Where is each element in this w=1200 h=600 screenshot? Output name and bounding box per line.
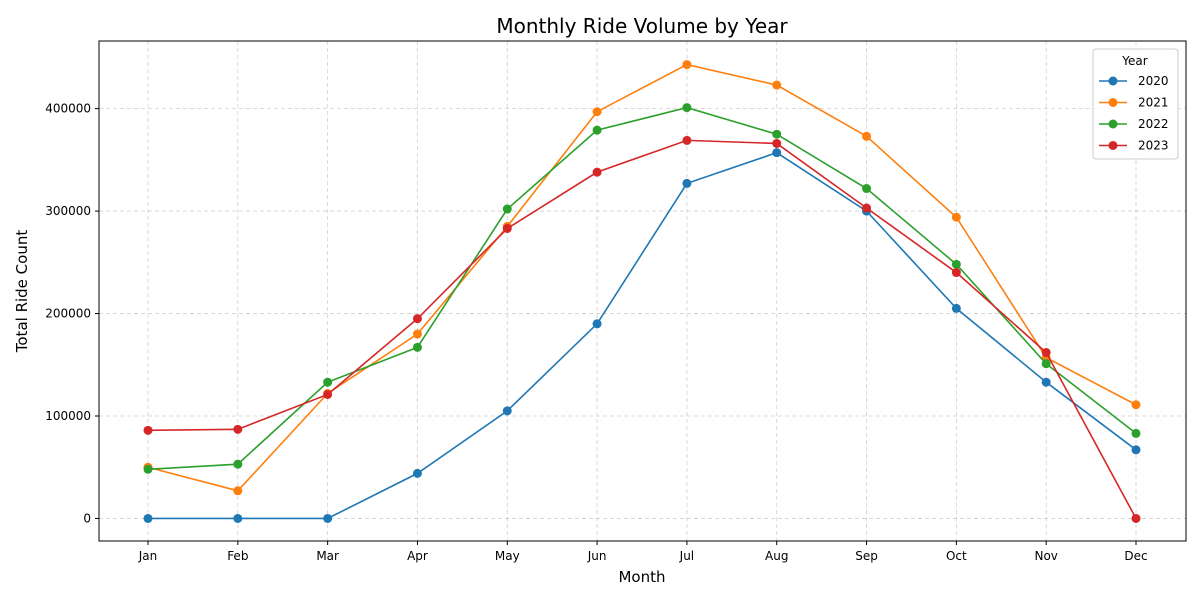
data-point-2020-Jun — [592, 319, 602, 329]
data-point-2022-Mar — [323, 377, 333, 387]
data-point-2022-Feb — [233, 459, 243, 469]
series-line-2023 — [147, 139, 1137, 519]
legend-marker — [1108, 98, 1118, 107]
data-point-2023-Jul — [682, 135, 692, 145]
series-line-2022 — [147, 106, 1137, 471]
legend-label: 2020 — [1138, 74, 1169, 88]
legend-item-2020: 2020 — [1099, 74, 1169, 88]
data-point-2022-Jan — [143, 464, 153, 474]
data-point-2022-Sep — [862, 184, 872, 194]
y-tick-label: 400000 — [45, 102, 91, 116]
x-tick-label: Dec — [1124, 549, 1147, 563]
chart-title: Monthly Ride Volume by Year — [496, 14, 788, 38]
x-tick-label: Jun — [587, 549, 607, 563]
x-tick-label: Sep — [855, 549, 878, 563]
x-tick-label: Oct — [946, 549, 967, 563]
x-axis-title: Month — [618, 568, 665, 586]
legend-label: 2023 — [1138, 139, 1169, 153]
data-point-2023-Feb — [233, 424, 243, 434]
data-point-2023-Apr — [412, 314, 422, 324]
legend-items: 2020 2021 2022 2023 — [1099, 74, 1169, 153]
data-point-2021-Oct — [951, 212, 961, 222]
series-line-2020 — [148, 151, 1137, 520]
data-point-2022-Jul — [682, 103, 692, 113]
x-tick-label: May — [495, 549, 520, 563]
y-tick-label: 200000 — [45, 307, 91, 321]
data-point-2020-Nov — [1041, 377, 1051, 387]
data-point-2021-Jun — [592, 107, 602, 117]
series-2022 — [143, 103, 1141, 474]
legend-label: 2022 — [1138, 117, 1169, 131]
data-point-2023-Dec — [1131, 513, 1141, 523]
data-point-2023-Jun — [592, 167, 602, 177]
y-tick-label: 0 — [83, 511, 91, 525]
x-tick-label: Apr — [407, 549, 428, 563]
data-point-2020-Aug — [772, 148, 782, 158]
x-tick-label: Feb — [227, 549, 248, 563]
y-tick-label: 100000 — [45, 409, 91, 423]
legend-item-2022: 2022 — [1099, 117, 1169, 131]
data-point-2023-Mar — [323, 389, 333, 399]
axis-ticks: Jan Feb Mar Apr May Jun Jul Aug Sep Oct Nov Dec 0 100… — [45, 102, 1147, 563]
data-point-2022-May — [502, 204, 512, 214]
data-point-2020-Jul — [682, 178, 692, 188]
data-point-2023-Sep — [862, 203, 872, 213]
x-tick-label: Jan — [138, 549, 158, 563]
data-point-2022-Aug — [772, 129, 782, 139]
data-point-2022-Nov — [1041, 359, 1051, 369]
data-point-2021-Sep — [862, 131, 872, 141]
series-layer — [143, 60, 1141, 523]
data-point-2020-Dec — [1131, 445, 1141, 455]
data-point-2022-Dec — [1131, 428, 1141, 438]
series-line-2021 — [147, 63, 1137, 492]
legend-box — [1092, 48, 1179, 160]
data-point-2022-Oct — [951, 259, 961, 269]
legend-label: 2021 — [1138, 96, 1169, 110]
x-tick-label: Mar — [316, 549, 339, 563]
legend-marker — [1108, 119, 1118, 129]
data-point-2022-Apr — [412, 342, 422, 352]
data-point-2022-Jun — [592, 125, 602, 135]
series-2020 — [143, 148, 1141, 523]
data-point-2021-Feb — [233, 486, 243, 496]
data-point-2023-Jan — [143, 425, 153, 435]
data-point-2020-Apr — [412, 468, 422, 478]
legend-title: Year — [1121, 54, 1147, 68]
series-2023 — [143, 135, 1141, 523]
data-point-2021-Dec — [1131, 400, 1141, 410]
x-tick-label: Aug — [765, 549, 788, 563]
x-tick-label: Nov — [1034, 549, 1057, 563]
legend-item-2023: 2023 — [1099, 139, 1169, 153]
legend-item-2021: 2021 — [1099, 96, 1169, 110]
data-point-2023-May — [502, 224, 512, 233]
plot-area-frame — [98, 40, 1187, 542]
data-point-2020-Feb — [233, 513, 243, 523]
legend-marker — [1108, 76, 1118, 86]
data-point-2023-Nov — [1041, 347, 1051, 357]
grid-layer — [99, 41, 1186, 541]
data-point-2023-Aug — [772, 138, 782, 148]
data-point-2020-Mar — [323, 513, 333, 523]
data-point-2020-May — [502, 406, 512, 416]
x-tick-label: Jul — [679, 549, 694, 563]
data-point-2023-Oct — [951, 268, 961, 278]
legend: Year 2020 2021 2022 2023 — [1092, 48, 1179, 160]
data-point-2020-Oct — [951, 303, 961, 313]
legend-marker — [1108, 141, 1118, 150]
y-axis-title: Total Ride Count — [13, 230, 31, 354]
data-point-2021-Apr — [412, 329, 422, 339]
y-tick-label: 300000 — [45, 204, 91, 218]
data-point-2020-Jan — [143, 513, 153, 523]
series-2021 — [143, 60, 1141, 496]
data-point-2021-Jul — [682, 60, 692, 70]
data-point-2021-Aug — [772, 80, 782, 90]
